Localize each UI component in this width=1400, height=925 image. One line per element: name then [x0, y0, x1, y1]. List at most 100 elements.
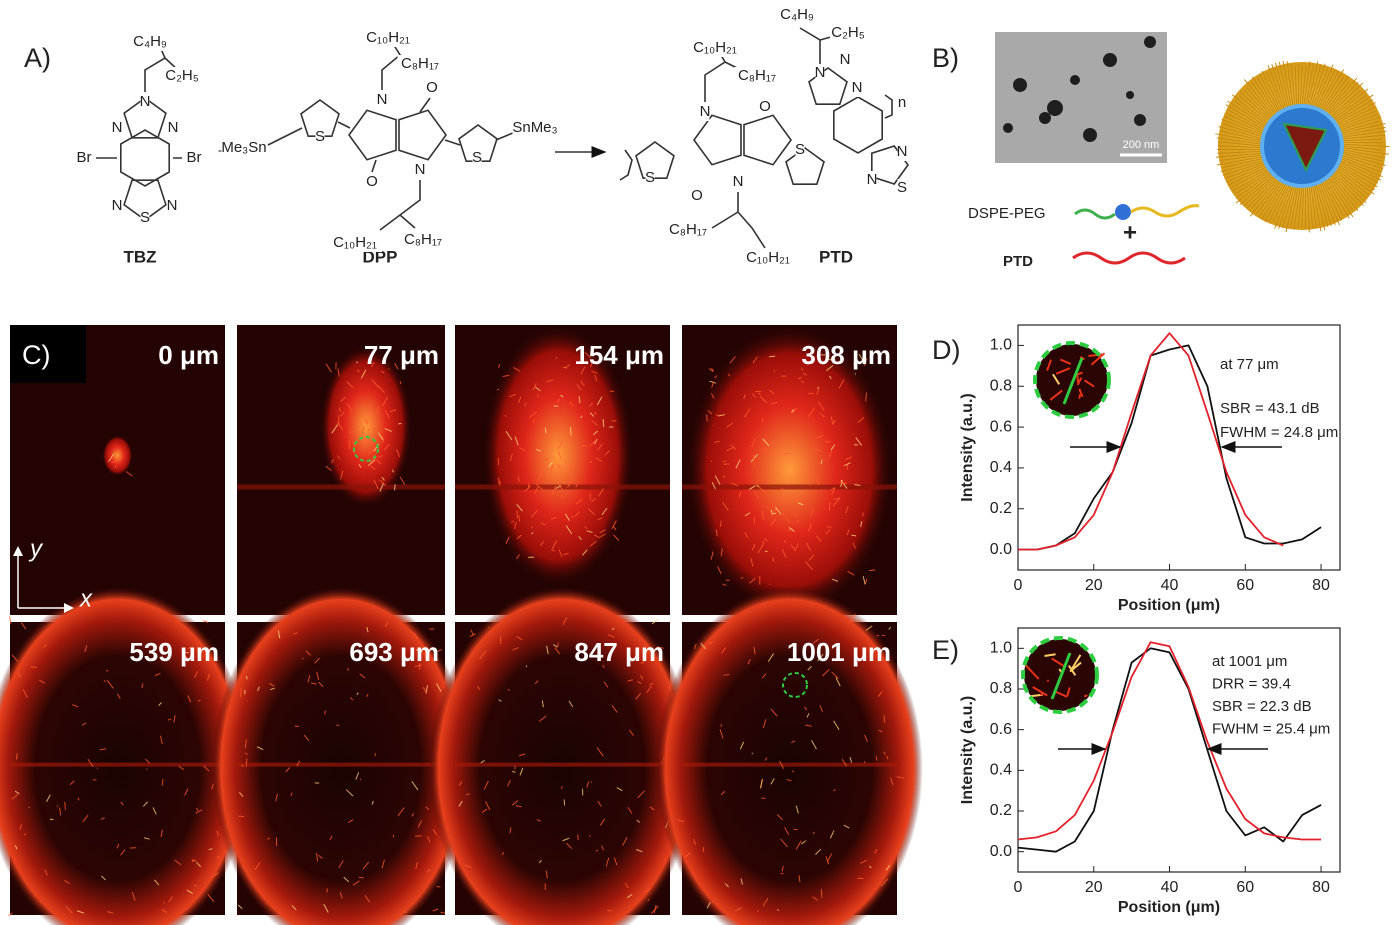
vessel [890, 777, 894, 785]
inset-vessel [1032, 686, 1048, 697]
peg-strand [1244, 79, 1275, 118]
vessel [14, 845, 18, 850]
vessel [540, 522, 546, 526]
vessel [114, 465, 117, 469]
vessel [646, 685, 652, 693]
peg-strand [1294, 66, 1298, 107]
vessel [340, 412, 345, 417]
atom-bg [760, 98, 770, 116]
particle [1144, 36, 1156, 48]
vessel [562, 617, 568, 625]
vessel [588, 402, 594, 408]
atom-bg [361, 29, 415, 47]
peg-strand [1340, 130, 1387, 138]
vessel [174, 859, 182, 866]
vessel [613, 526, 617, 531]
depth-label: 0 μm [158, 340, 219, 370]
profile-cut [1050, 652, 1072, 700]
peg-strand [1331, 171, 1364, 206]
peg-strand [1225, 104, 1267, 130]
vessel [816, 477, 820, 485]
vessel [465, 793, 470, 796]
vessel [163, 901, 165, 904]
vessel [795, 840, 802, 850]
depth-image: 1001 μm [656, 586, 923, 925]
vessel [551, 540, 558, 550]
peg-strand [1275, 62, 1289, 109]
signal-ring [656, 586, 923, 925]
inset-vessel [1046, 359, 1052, 371]
ring [743, 114, 792, 166]
vessel [194, 671, 199, 678]
vessel [845, 506, 849, 514]
atom-bg [164, 67, 200, 85]
vessel [556, 642, 559, 648]
peg-strand [1322, 180, 1342, 221]
vessel [331, 424, 339, 434]
peg-strand [1308, 64, 1322, 107]
vessel [888, 626, 891, 630]
vessel [396, 449, 401, 458]
vessel [604, 450, 610, 456]
vessel-band [237, 484, 445, 490]
vessel [14, 790, 20, 794]
depth-label: 539 μm [129, 637, 219, 667]
vessel [831, 671, 839, 679]
vessel [710, 392, 715, 399]
peg-strand [1337, 113, 1378, 130]
vessel [628, 729, 634, 736]
atom-bg [830, 24, 866, 42]
vessel [596, 747, 604, 757]
vessel [356, 692, 359, 696]
vessel [833, 497, 841, 501]
roi-circle [353, 436, 379, 462]
vessel [394, 362, 399, 370]
vessel [584, 352, 591, 359]
vessel [524, 485, 532, 492]
particle [1103, 53, 1117, 67]
vessel [747, 658, 751, 665]
peg-strand [1222, 157, 1265, 168]
vessel [775, 506, 782, 515]
vessel [515, 554, 520, 560]
peg-strand [1231, 94, 1269, 125]
peg-strand [1221, 118, 1264, 136]
vessel [470, 629, 474, 636]
vessel [761, 673, 767, 679]
vessel [684, 852, 691, 858]
vessel [364, 418, 368, 426]
vessel [597, 443, 603, 451]
peg-strand [1340, 126, 1386, 136]
peg-strand [1312, 184, 1322, 232]
dspe-head [1115, 204, 1131, 220]
peg-strand [1246, 87, 1274, 119]
vessel [277, 630, 281, 639]
vessel [371, 800, 374, 805]
peg-strand [1278, 184, 1294, 229]
atom-label: Br [77, 149, 92, 166]
vessel [863, 357, 868, 367]
vessel [743, 394, 746, 399]
peg-strand [1271, 64, 1287, 110]
vessel [636, 819, 641, 823]
vessel [359, 673, 366, 679]
vessel [497, 364, 501, 368]
panel-label: E) [932, 635, 959, 665]
vessel [519, 753, 526, 757]
peg-strand [1261, 181, 1286, 221]
vessel [753, 646, 756, 655]
atom-bg [415, 161, 425, 179]
vessel [708, 641, 714, 645]
atom-label: O [759, 98, 771, 115]
vessel [753, 491, 760, 499]
vessel [414, 664, 422, 668]
vessel [519, 447, 526, 452]
vessel [356, 361, 359, 364]
peg-strand [1251, 76, 1278, 116]
profile-line [1017, 641, 1322, 841]
peg-chain [1074, 208, 1116, 220]
atom-bg [692, 187, 702, 205]
vessel [751, 543, 756, 551]
vessel [11, 793, 19, 800]
vessel-band [455, 484, 670, 490]
